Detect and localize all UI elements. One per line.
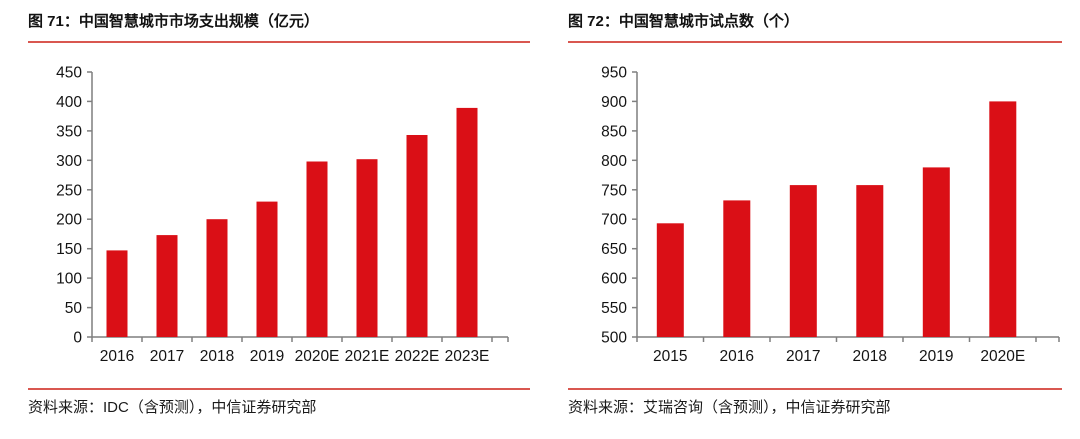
svg-text:150: 150: [56, 241, 82, 258]
svg-text:2019: 2019: [250, 348, 284, 365]
figure-72-bar-chart: 500 550 600 650 700 750 800 850 900 950 2015 2016 20…: [568, 43, 1062, 375]
figure-71-source: 资料来源：IDC（含预测），中信证券研究部: [28, 399, 317, 416]
svg-text:650: 650: [601, 241, 627, 258]
svg-text:2020E: 2020E: [295, 348, 340, 365]
svg-text:2021E: 2021E: [345, 348, 390, 365]
svg-text:2023E: 2023E: [445, 348, 490, 365]
svg-text:2015: 2015: [653, 348, 687, 365]
figure-72-panel: 图 72：中国智慧城市试点数（个） 500 550 600 650 700 750 800 8…: [568, 12, 1062, 416]
figure-71-title: 图 71：中国智慧城市市场支出规模（亿元）: [28, 13, 319, 30]
svg-text:2022E: 2022E: [395, 348, 440, 365]
svg-text:850: 850: [601, 123, 627, 140]
svg-text:2016: 2016: [720, 348, 754, 365]
figure-71-source-divider: [28, 388, 530, 390]
svg-text:400: 400: [56, 94, 82, 111]
figure-71-bar-chart: 0 50 100 150 200 250 300 350 400 450 2016 2017 2018 2…: [28, 43, 530, 375]
svg-text:2017: 2017: [786, 348, 820, 365]
chart-canvas: 0 50 100 150 200 250 300 350 400 450 2016 2017 2018 2…: [56, 65, 509, 365]
figure-71-panel: 图 71：中国智慧城市市场支出规模（亿元） 0 50 100 150 200 250 300…: [28, 12, 530, 416]
svg-text:450: 450: [56, 65, 82, 82]
svg-text:2016: 2016: [100, 348, 134, 365]
figure-72-source-divider: [568, 388, 1062, 390]
svg-text:200: 200: [56, 212, 82, 229]
svg-text:350: 350: [56, 123, 82, 140]
svg-text:700: 700: [601, 212, 627, 229]
svg-text:300: 300: [56, 153, 82, 170]
figure-71-title-underline: [28, 41, 530, 43]
svg-text:900: 900: [601, 94, 627, 111]
svg-text:50: 50: [65, 300, 83, 317]
svg-text:750: 750: [601, 182, 627, 199]
svg-text:100: 100: [56, 271, 82, 288]
figure-72-title: 图 72：中国智慧城市试点数（个）: [568, 13, 799, 30]
figure-72-source: 资料来源：艾瑞咨询（含预测），中信证券研究部: [568, 399, 891, 416]
chart-canvas: 500 550 600 650 700 750 800 850 900 950 2015 2016 20…: [601, 65, 1060, 365]
svg-text:2018: 2018: [853, 348, 887, 365]
figure-72-title-underline: [568, 41, 1062, 43]
svg-text:600: 600: [601, 271, 627, 288]
svg-text:2019: 2019: [919, 348, 953, 365]
svg-text:2017: 2017: [150, 348, 184, 365]
svg-text:0: 0: [73, 330, 82, 347]
svg-text:2020E: 2020E: [980, 348, 1025, 365]
svg-text:250: 250: [56, 182, 82, 199]
svg-text:550: 550: [601, 300, 627, 317]
svg-text:800: 800: [601, 153, 627, 170]
svg-text:950: 950: [601, 65, 627, 82]
svg-text:500: 500: [601, 330, 627, 347]
svg-text:2018: 2018: [200, 348, 234, 365]
